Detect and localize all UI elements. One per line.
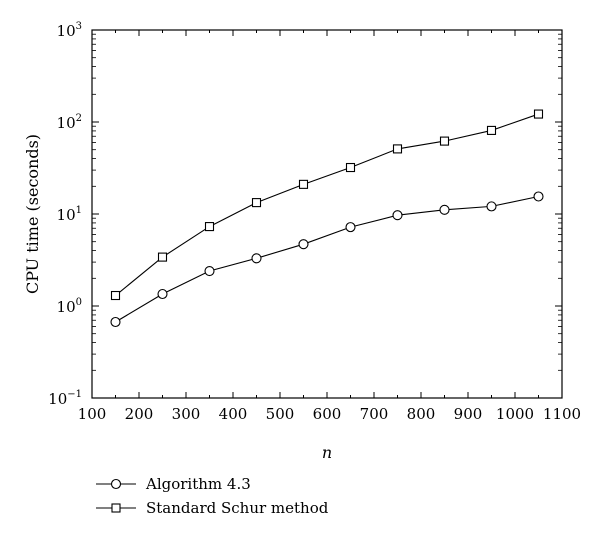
data-point-1-4: [298, 179, 309, 189]
x-tick-label: 800: [407, 405, 436, 423]
legend: Algorithm 4.3 Standard Schur method: [96, 475, 329, 517]
x-axis-title: n: [322, 443, 332, 462]
x-tick-label: 300: [172, 405, 201, 423]
legend-marker: [110, 478, 122, 490]
data-point-1-1: [157, 252, 168, 262]
data-point-1-5: [345, 162, 356, 173]
data-point-1-9: [533, 109, 544, 119]
x-tick-label: 400: [219, 405, 248, 423]
data-point-1-7: [439, 136, 450, 146]
x-tick-label: 500: [266, 405, 295, 423]
data-point-0-7: [439, 204, 450, 215]
data-point-1-2: [204, 222, 215, 232]
data-point-0-5: [345, 222, 356, 233]
data-point-1-0: [110, 290, 121, 301]
data-point-0-2: [204, 265, 215, 277]
data-point-1-6: [392, 144, 403, 154]
y-axis: 103 102 101 100 10−1: [48, 21, 562, 408]
data-point-0-8: [486, 201, 497, 212]
x-tick-label: 900: [454, 405, 483, 423]
data-point-1-8: [486, 125, 497, 135]
x-tick-label: 600: [313, 405, 342, 423]
data-point-0-6: [392, 210, 403, 221]
legend-label: Algorithm 4.3: [145, 475, 251, 493]
legend-marker: [111, 503, 121, 513]
data-point-0-1: [157, 288, 168, 300]
series-line-1: [115, 113, 539, 296]
data-point-1-3: [251, 198, 262, 208]
x-tick-label: 1000: [496, 405, 534, 423]
y-tick-label: 101: [57, 205, 82, 224]
y-tick-label: 100: [57, 297, 82, 316]
y-tick-label: 10−1: [48, 389, 82, 408]
y-axis-title: CPU time (seconds): [23, 134, 42, 294]
x-tick-label: 700: [360, 405, 389, 423]
x-axis: 100 200 300 400 500 600 700 800 900 1000 1100: [78, 30, 581, 423]
data-point-0-9: [533, 191, 544, 202]
series-layer: [110, 109, 544, 328]
y-tick-label: 102: [57, 113, 82, 132]
series-line-0: [115, 195, 539, 323]
y-tick-label: 103: [57, 21, 82, 40]
data-point-0-3: [251, 253, 262, 264]
x-tick-label: 200: [125, 405, 154, 423]
legend-label: Standard Schur method: [146, 499, 329, 517]
data-point-0-4: [298, 239, 309, 250]
x-tick-label: 100: [78, 405, 107, 423]
data-point-0-0: [110, 316, 121, 328]
plot-frame: [91, 29, 563, 399]
x-tick-label: 1100: [543, 405, 581, 423]
